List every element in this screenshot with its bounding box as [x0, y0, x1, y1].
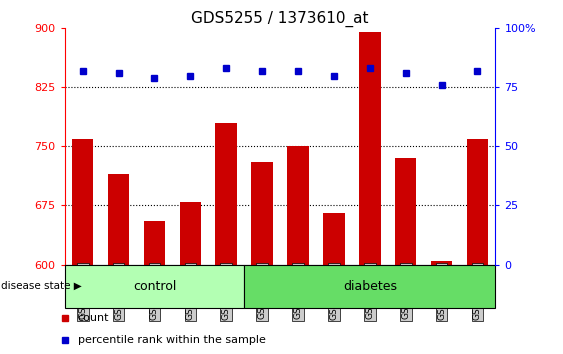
Text: GSM399114: GSM399114 — [401, 264, 410, 319]
Text: disease state ▶: disease state ▶ — [1, 281, 81, 291]
Text: percentile rank within the sample: percentile rank within the sample — [78, 335, 266, 345]
Bar — [244, 264, 495, 308]
Bar — [359, 32, 381, 264]
Bar — [395, 158, 417, 264]
Bar — [216, 123, 237, 264]
Bar — [323, 213, 345, 264]
Text: GSM399093: GSM399093 — [114, 264, 123, 320]
Bar — [180, 201, 201, 264]
Text: GSM399115: GSM399115 — [437, 264, 446, 320]
Bar — [431, 261, 452, 264]
Bar — [287, 147, 309, 264]
Text: GSM399112: GSM399112 — [365, 264, 374, 319]
Text: GSM399092: GSM399092 — [78, 264, 87, 319]
Text: control: control — [133, 280, 176, 292]
Bar — [72, 138, 93, 264]
Text: GSM399109: GSM399109 — [329, 264, 338, 320]
Bar — [108, 174, 129, 264]
Bar — [144, 221, 166, 264]
Title: GDS5255 / 1373610_at: GDS5255 / 1373610_at — [191, 11, 369, 27]
Bar — [467, 138, 488, 264]
Bar — [251, 162, 273, 264]
Text: GSM399096: GSM399096 — [150, 264, 159, 320]
Text: diabetes: diabetes — [343, 280, 397, 292]
Text: GSM399098: GSM399098 — [186, 264, 195, 320]
Text: GSM399116: GSM399116 — [473, 264, 482, 320]
Text: GSM399102: GSM399102 — [258, 264, 267, 319]
Text: GSM399104: GSM399104 — [293, 264, 302, 319]
Bar — [65, 264, 244, 308]
Text: GSM399099: GSM399099 — [222, 264, 231, 320]
Text: count: count — [78, 313, 109, 323]
